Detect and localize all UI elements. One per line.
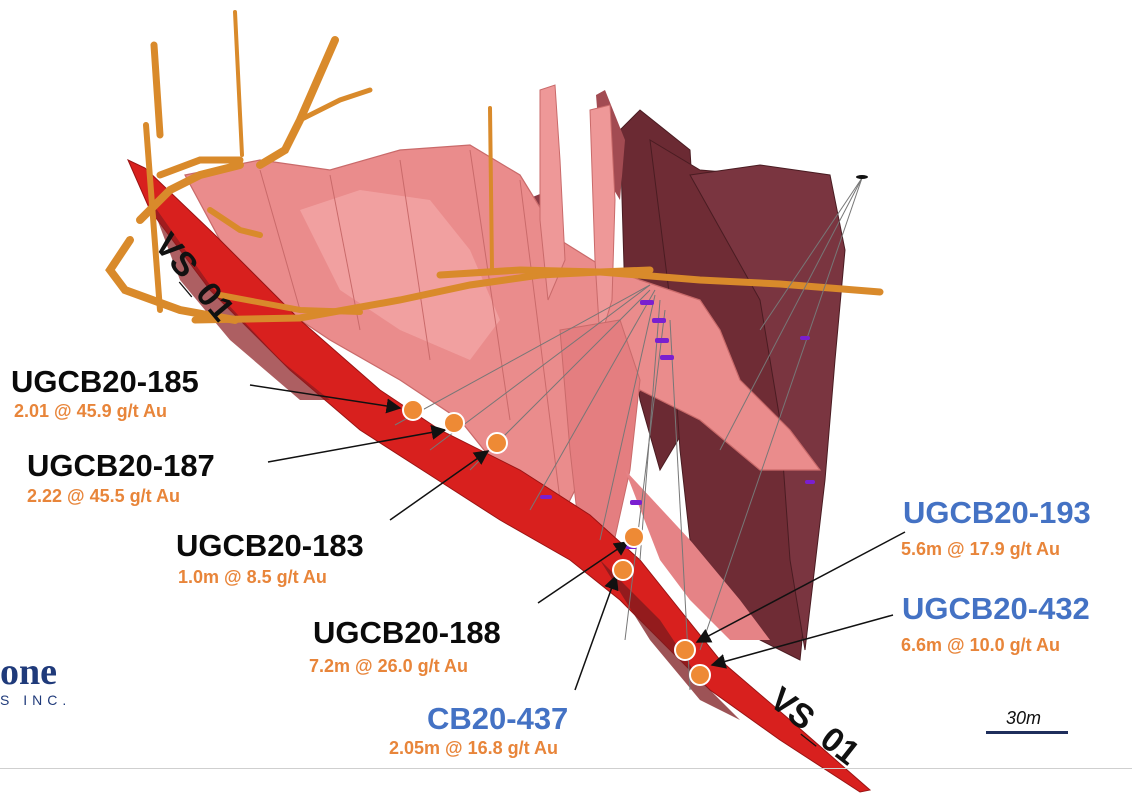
hole-name-ugcb20-183: UGCB20-183 [176, 528, 364, 563]
hole-grade-ugcb20-187: 2.22 @ 45.5 g/t Au [27, 486, 180, 506]
footer-divider [0, 768, 1132, 769]
company-logo-text: one [0, 651, 57, 693]
scale-bar [986, 731, 1068, 734]
hole-grade-ugcb20-183: 1.0m @ 8.5 g/t Au [178, 567, 327, 587]
hole-name-ugcb20-188: UGCB20-188 [313, 615, 501, 650]
leader-arrows [249, 384, 906, 691]
hole-name-cb20-437: CB20-437 [427, 701, 569, 736]
assay-ticks [540, 300, 815, 549]
intercept-points [402, 399, 711, 686]
hole-name-ugcb20-187: UGCB20-187 [27, 448, 215, 483]
vs01-vein-plane [127, 158, 872, 793]
pink-ore-solid [184, 84, 822, 640]
hole-grade-ugcb20-193: 5.6m @ 17.9 g/t Au [901, 539, 1060, 559]
collar-marker [856, 175, 868, 179]
drill-hole-traces [394, 177, 863, 691]
hole-grade-ugcb20-432: 6.6m @ 10.0 g/t Au [901, 635, 1060, 655]
hole-name-ugcb20-432: UGCB20-432 [902, 591, 1090, 626]
hole-name-ugcb20-193: UGCB20-193 [903, 495, 1091, 530]
hole-name-ugcb20-185: UGCB20-185 [11, 364, 199, 399]
underground-workings [105, 10, 884, 324]
company-logo-subtext: S INC. [0, 692, 72, 708]
hole-grade-ugcb20-188: 7.2m @ 26.0 g/t Au [309, 656, 468, 676]
hole-grade-ugcb20-185: 2.01 @ 45.9 g/t Au [14, 401, 167, 421]
scale-bar-label: 30m [1006, 708, 1042, 728]
hole-grade-cb20-437: 2.05m @ 16.8 g/t Au [389, 738, 558, 758]
